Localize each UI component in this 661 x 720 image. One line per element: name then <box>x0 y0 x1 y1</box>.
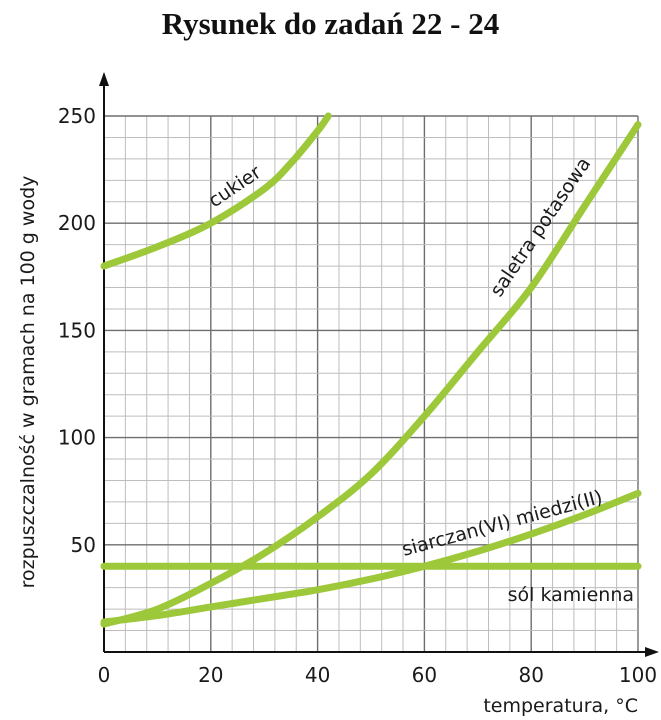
series-line-3 <box>100 489 642 626</box>
x-tick-label: 0 <box>98 663 111 687</box>
y-tick-label: 50 <box>71 533 96 557</box>
y-tick-label: 150 <box>58 318 96 342</box>
series-label-1: cukier <box>204 161 265 212</box>
y-tick-label: 250 <box>58 104 96 128</box>
x-axis-arrow <box>645 647 659 657</box>
x-tick-label: 100 <box>619 663 657 687</box>
grid <box>103 115 639 653</box>
y-tick-label: 200 <box>58 211 96 235</box>
series-line-2 <box>100 121 642 628</box>
x-tick-label: 60 <box>412 663 437 687</box>
y-axis-arrow <box>99 72 109 86</box>
y-axis-title: rozpuszczalność w gramach na 100 g wody <box>17 176 39 589</box>
page-title: Rysunek do zadań 22 - 24 <box>161 6 500 41</box>
x-tick-label: 40 <box>305 663 330 687</box>
x-tick-label: 80 <box>518 663 543 687</box>
y-tick-label: 100 <box>58 426 96 450</box>
series-line-1 <box>100 112 332 270</box>
series-label-4: sól kamienna <box>508 584 634 606</box>
x-axis-title: temperatura, °C <box>483 695 638 717</box>
x-tick-label: 20 <box>198 663 223 687</box>
